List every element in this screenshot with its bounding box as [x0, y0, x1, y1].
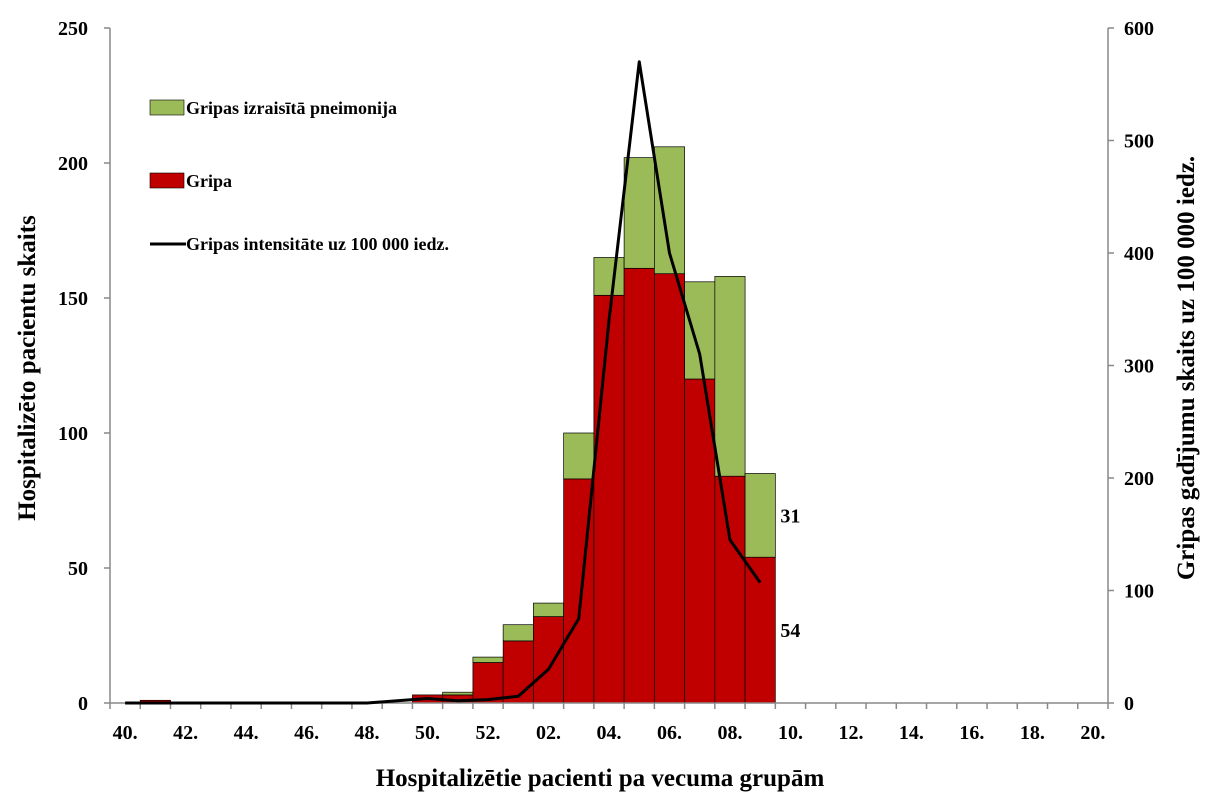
bar-pneimonija-07: [684, 281, 716, 380]
x-tick-label: 16.: [959, 722, 984, 744]
x-tick-labels: 40. 42. 44. 46. 48. 50. 52. 02. 04. 06. 08. 10. 12. 1…: [113, 722, 1106, 744]
data-label-54: 54: [780, 620, 800, 642]
data-labels: 31 54: [780, 505, 800, 642]
x-tick-label: 12.: [838, 722, 863, 744]
bar-gripa-02: [533, 616, 564, 704]
right-tick-label: 0: [1124, 693, 1134, 715]
x-tick-label: 14.: [899, 722, 924, 744]
x-tick-label: 04.: [597, 722, 622, 744]
x-tick-label: 10.: [778, 722, 803, 744]
x-tick-label: 42.: [173, 722, 198, 744]
bar-gripa-08: [714, 475, 746, 704]
legend: Gripas izraisītā pneimonija Gripa Gripas…: [149, 98, 449, 254]
bar-pneimonija-51: [442, 691, 474, 696]
x-tick-label: 20.: [1080, 722, 1105, 744]
bar-pneimonija-08: [714, 276, 746, 477]
x-tick-label: 50.: [415, 722, 440, 744]
bars-layer: [139, 146, 776, 704]
bar-pneimonija-04: [593, 257, 625, 296]
left-tick-label: 200: [58, 153, 88, 175]
left-tick-label: 50: [68, 558, 88, 580]
bar-pneimonija-02: [533, 602, 564, 617]
data-label-31: 31: [780, 505, 800, 527]
left-tick-label: 150: [58, 288, 88, 310]
bar-gripa-05: [623, 267, 655, 704]
x-tick-label: 06.: [657, 722, 682, 744]
bar-pneimonija-01: [502, 624, 534, 642]
legend-swatch-pneimonija: [149, 99, 185, 116]
x-tick-label: 40.: [113, 722, 138, 744]
left-tick-label: 100: [58, 423, 88, 445]
bar-pneimonija-09: [744, 473, 776, 558]
x-tick-label: 48.: [355, 722, 380, 744]
x-tick-label: 08.: [717, 722, 742, 744]
bar-gripa-06: [654, 273, 685, 704]
right-y-axis-title: Gripas gadījumu skaits uz 100 000 iedz.: [1173, 156, 1200, 580]
line-layer: [125, 60, 762, 705]
left-tick-label: 0: [78, 693, 88, 715]
right-tick-labels: 0 100 200 300 400 500 600: [1124, 18, 1154, 715]
legend-swatch-gripa: [149, 172, 185, 189]
right-tick-label: 100: [1124, 581, 1154, 603]
x-tick-label: 44.: [234, 722, 259, 744]
right-tick-label: 600: [1124, 18, 1154, 40]
bar-pneimonija-52: [472, 656, 504, 663]
x-tick-label: 18.: [1020, 722, 1045, 744]
left-tick-label: 250: [58, 18, 88, 40]
bar-gripa-09: [744, 556, 776, 704]
x-tick-label: 02.: [536, 722, 561, 744]
left-y-axis-title: Hospitalizēto pacientu skaits: [14, 215, 41, 521]
right-tick-label: 200: [1124, 468, 1154, 490]
legend-label-intensitate: Gripas intensitāte uz 100 000 iedz.: [186, 234, 449, 254]
x-axis-title: Hospitalizētie pacienti pa vecuma grupām: [376, 765, 825, 792]
bar-pneimonija-03: [563, 432, 595, 480]
right-tick-label: 400: [1124, 243, 1154, 265]
bar-gripa-52: [472, 662, 504, 704]
left-tick-labels: 0 50 100 150 200 250: [58, 18, 88, 715]
x-tick-label: 46.: [294, 722, 319, 744]
bar-gripa-01: [502, 640, 534, 704]
right-tick-label: 300: [1124, 356, 1154, 378]
legend-label-pneimonija: Gripas izraisītā pneimonija: [186, 98, 397, 118]
right-tick-label: 500: [1124, 131, 1154, 153]
legend-label-gripa: Gripa: [186, 171, 232, 191]
x-tick-label: 52.: [476, 722, 501, 744]
bar-gripa-04: [593, 294, 625, 704]
bar-pneimonija-05: [623, 157, 655, 269]
series-line-intensitate: [125, 60, 762, 705]
